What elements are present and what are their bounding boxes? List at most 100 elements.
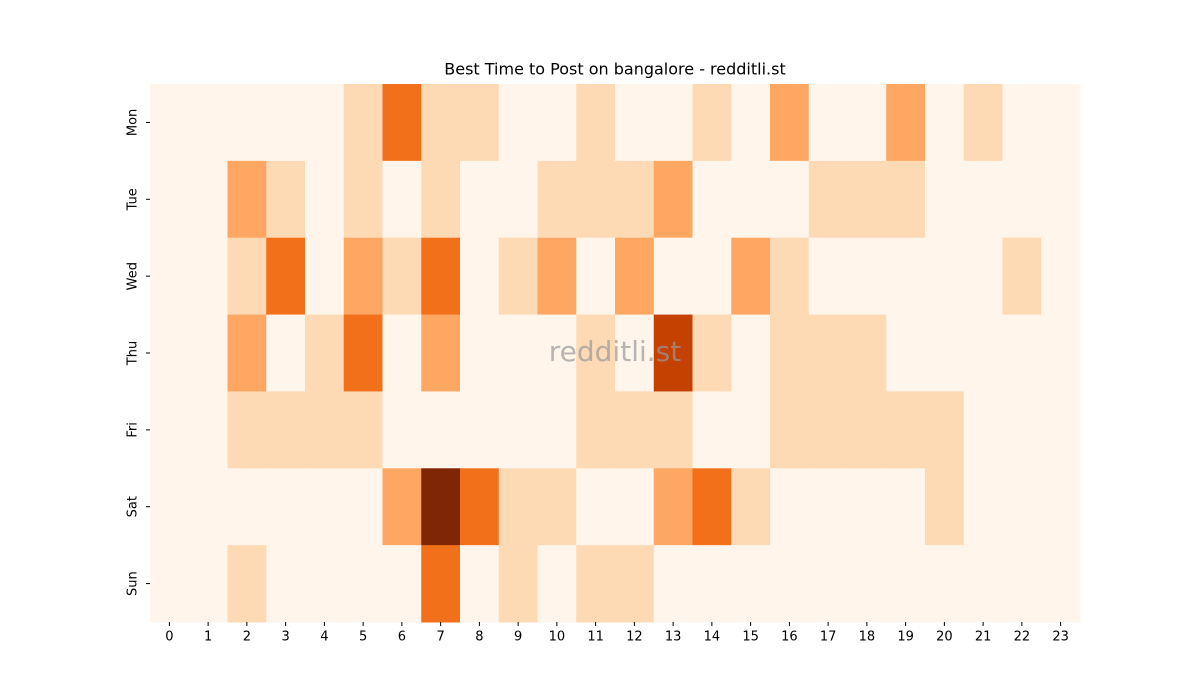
heatmap-cell xyxy=(692,237,732,316)
heatmap-cell xyxy=(305,391,345,469)
heatmap-cell xyxy=(963,545,1003,623)
x-tick-label: 22 xyxy=(1014,630,1031,645)
heatmap-cell xyxy=(537,545,577,623)
heatmap-cell xyxy=(615,391,655,469)
heatmap-cell xyxy=(808,84,848,162)
x-tick-label: 7 xyxy=(436,630,444,645)
heatmap-cell xyxy=(615,545,655,623)
heatmap-cell xyxy=(227,314,267,392)
heatmap-cell xyxy=(692,160,732,239)
heatmap-cell xyxy=(925,545,965,623)
y-tick-label: Mon xyxy=(126,109,141,136)
y-tick-label: Thu xyxy=(126,341,141,366)
heatmap-cell xyxy=(150,160,190,239)
x-tick-label: 8 xyxy=(475,630,483,645)
y-tick-label: Tue xyxy=(126,188,141,211)
heatmap-cell xyxy=(227,237,267,316)
heatmap-cell xyxy=(925,468,965,546)
heatmap-cell xyxy=(847,545,887,623)
heatmap-cell xyxy=(266,84,306,162)
heatmap-cell xyxy=(537,391,577,469)
heatmap-cell xyxy=(886,545,926,623)
heatmap-cell xyxy=(460,314,500,392)
heatmap-cell xyxy=(653,237,693,316)
x-tick-label: 5 xyxy=(359,630,367,645)
heatmap-cell xyxy=(188,468,228,546)
x-tick-label: 16 xyxy=(781,630,798,645)
heatmap-cell xyxy=(615,160,655,239)
heatmap-cells xyxy=(150,84,1081,623)
heatmap-cell xyxy=(731,314,771,392)
heatmap-cell xyxy=(1041,391,1081,469)
heatmap-cell xyxy=(382,391,422,469)
heatmap-cell xyxy=(808,237,848,316)
heatmap-cell xyxy=(925,314,965,392)
x-tick-label: 21 xyxy=(975,630,992,645)
x-tick-label: 6 xyxy=(398,630,406,645)
heatmap-cell xyxy=(382,237,422,316)
heatmap-cell xyxy=(886,468,926,546)
heatmap-cell xyxy=(382,468,422,546)
x-tick-label: 9 xyxy=(514,630,522,645)
heatmap-cell xyxy=(1041,468,1081,546)
heatmap-cell xyxy=(188,314,228,392)
heatmap-cell xyxy=(692,545,732,623)
heatmap-cell xyxy=(770,468,810,546)
heatmap-cell xyxy=(731,391,771,469)
heatmap-cell xyxy=(1041,237,1081,316)
heatmap-cell xyxy=(808,314,848,392)
heatmap-cell xyxy=(731,160,771,239)
heatmap-cell xyxy=(227,84,267,162)
heatmap-cell xyxy=(382,545,422,623)
heatmap-cell xyxy=(150,84,190,162)
heatmap-cell xyxy=(305,545,345,623)
heatmap-cell xyxy=(421,237,461,316)
heatmap-cell xyxy=(731,545,771,623)
heatmap-cell xyxy=(847,160,887,239)
heatmap-cell xyxy=(1002,160,1042,239)
y-tick-label: Sat xyxy=(126,496,141,517)
heatmap-cell xyxy=(305,314,345,392)
x-tick-label: 13 xyxy=(665,630,682,645)
x-tick-label: 17 xyxy=(820,630,837,645)
heatmap-cell xyxy=(615,237,655,316)
heatmap-cell xyxy=(808,545,848,623)
heatmap-cell xyxy=(576,84,616,162)
heatmap-cell xyxy=(266,160,306,239)
heatmap-cell xyxy=(421,160,461,239)
heatmap-cell xyxy=(498,314,538,392)
x-tick-label: 18 xyxy=(859,630,876,645)
heatmap-cell xyxy=(576,468,616,546)
heatmap-cell xyxy=(770,160,810,239)
heatmap-cell xyxy=(305,84,345,162)
x-tick-label: 3 xyxy=(281,630,289,645)
x-tick-label: 12 xyxy=(626,630,643,645)
heatmap-cell xyxy=(343,160,383,239)
heatmap-cell xyxy=(227,468,267,546)
heatmap-cell xyxy=(847,391,887,469)
heatmap-cell xyxy=(266,391,306,469)
heatmap-cell xyxy=(188,545,228,623)
heatmap-cell xyxy=(963,391,1003,469)
x-tick-label: 0 xyxy=(165,630,173,645)
x-tick-label: 15 xyxy=(742,630,759,645)
heatmap-cell xyxy=(886,237,926,316)
heatmap-cell xyxy=(692,84,732,162)
heatmap-cell xyxy=(653,160,693,239)
heatmap-cell xyxy=(421,468,461,546)
heatmap-cell xyxy=(382,314,422,392)
heatmap-cell xyxy=(227,391,267,469)
heatmap-cell xyxy=(808,160,848,239)
heatmap-cell xyxy=(770,391,810,469)
heatmap-cell xyxy=(460,160,500,239)
heatmap-cell xyxy=(150,314,190,392)
watermark: redditli.st xyxy=(549,335,681,368)
heatmap-cell xyxy=(925,391,965,469)
x-tick-label: 1 xyxy=(204,630,212,645)
heatmap-cell xyxy=(1041,84,1081,162)
heatmap-cell xyxy=(498,237,538,316)
heatmap-cell xyxy=(847,84,887,162)
heatmap-cell xyxy=(227,545,267,623)
heatmap-cell xyxy=(537,237,577,316)
heatmap-cell xyxy=(343,468,383,546)
